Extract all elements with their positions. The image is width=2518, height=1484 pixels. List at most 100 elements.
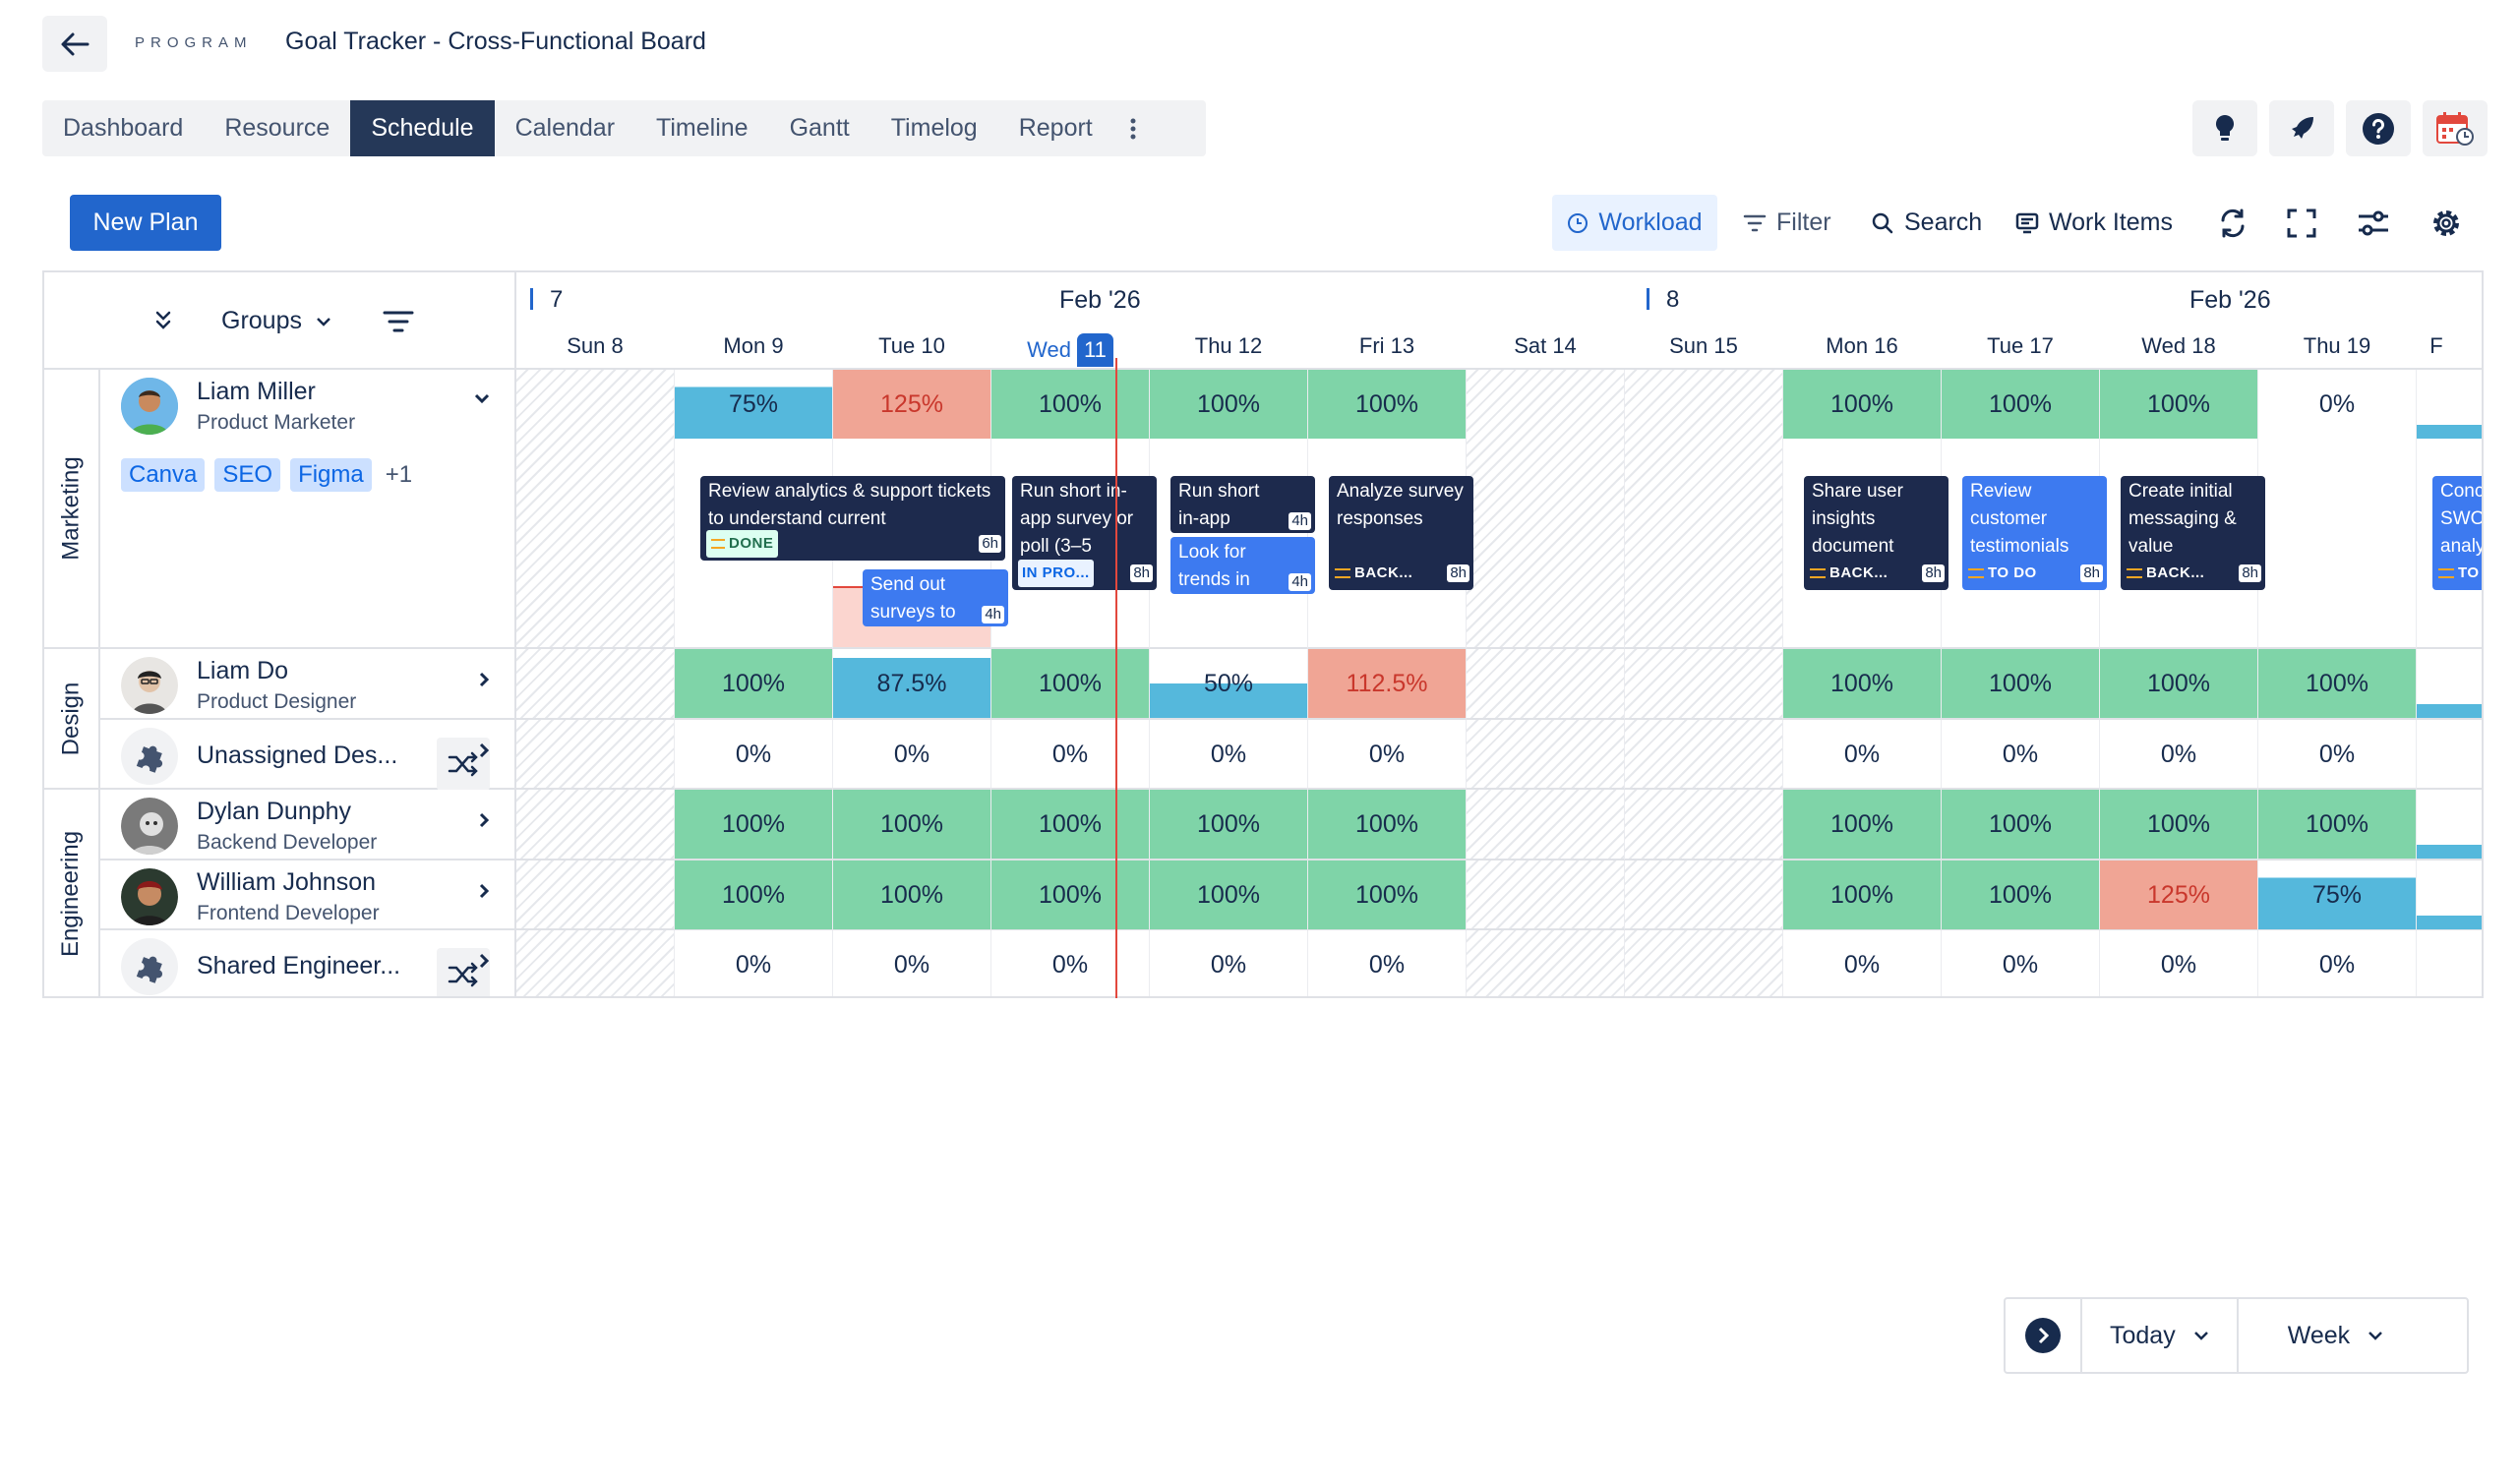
day-cell[interactable]: 100%: [1783, 370, 1942, 649]
chevron-right-icon[interactable]: [477, 742, 491, 759]
day-cell[interactable]: [1467, 370, 1625, 649]
nav-more-button[interactable]: [1113, 100, 1153, 156]
day-cell[interactable]: 100%: [991, 790, 1150, 861]
day-cell[interactable]: [1625, 861, 1783, 930]
day-cell[interactable]: [2417, 930, 2482, 996]
day-cell[interactable]: 100%: [1783, 861, 1942, 930]
tab-timelog[interactable]: Timelog: [890, 114, 978, 142]
task-card[interactable]: Send out surveys to 4h: [863, 569, 1008, 626]
day-cell[interactable]: 100%: [991, 370, 1150, 649]
fullscreen-button[interactable]: [2287, 195, 2316, 251]
work-items-button[interactable]: Work Items: [2015, 195, 2173, 251]
day-cell[interactable]: [516, 720, 675, 790]
group-design[interactable]: Design: [44, 649, 100, 790]
skills-more[interactable]: +1: [385, 461, 413, 488]
day-cell[interactable]: 0%: [2258, 720, 2417, 790]
tab-report[interactable]: Report: [1018, 114, 1093, 142]
day-cell[interactable]: 100%: [1783, 790, 1942, 861]
new-plan-button[interactable]: New Plan: [70, 195, 221, 251]
day-cell[interactable]: 1(: [2417, 861, 2482, 930]
group-engineering[interactable]: Engineering: [44, 790, 100, 996]
day-cell[interactable]: 100%: [1150, 861, 1308, 930]
person-row-unassigned-design[interactable]: Unassigned Des...: [100, 720, 516, 791]
day-cell[interactable]: 0%: [1308, 720, 1467, 790]
day-cell[interactable]: 100%: [833, 790, 991, 861]
day-cell[interactable]: 0%: [1942, 720, 2100, 790]
task-card[interactable]: Run short in-app survey 4h: [1170, 476, 1315, 533]
day-cell[interactable]: 0%: [675, 930, 833, 996]
day-cell[interactable]: 112.5%: [1308, 649, 1467, 720]
chevron-down-icon[interactable]: [473, 391, 491, 405]
day-cell[interactable]: 125%: [833, 370, 991, 649]
day-cell[interactable]: [516, 370, 675, 649]
day-cell[interactable]: [516, 930, 675, 996]
chevron-right-icon[interactable]: [477, 671, 491, 688]
tab-gantt[interactable]: Gantt: [789, 114, 850, 142]
day-cell[interactable]: [516, 649, 675, 720]
day-cell[interactable]: 100%: [1942, 790, 2100, 861]
day-cell[interactable]: [516, 861, 675, 930]
chevron-right-icon[interactable]: [477, 811, 491, 829]
task-card[interactable]: Conc SWO analy TO: [2432, 476, 2482, 590]
person-row-shared-engineering[interactable]: Shared Engineer...: [100, 930, 516, 996]
tab-calendar[interactable]: Calendar: [514, 114, 616, 142]
group-marketing[interactable]: Marketing: [44, 370, 100, 649]
day-cell[interactable]: [1467, 649, 1625, 720]
groups-dropdown[interactable]: Groups: [221, 307, 331, 335]
tab-schedule[interactable]: Schedule: [350, 100, 495, 156]
day-cell[interactable]: 1(: [2417, 370, 2482, 649]
day-cell[interactable]: 0%: [2100, 720, 2258, 790]
day-cell[interactable]: 100%: [1308, 370, 1467, 649]
person-row-william-johnson[interactable]: William Johnson Frontend Developer: [100, 861, 516, 930]
sort-icon[interactable]: [383, 310, 414, 333]
calendar-settings-button[interactable]: [2423, 100, 2488, 156]
day-cell[interactable]: 100%: [2100, 370, 2258, 649]
day-cell[interactable]: 100%: [991, 649, 1150, 720]
help-button[interactable]: [2346, 100, 2411, 156]
view-dropdown[interactable]: Week: [2239, 1322, 2411, 1350]
task-card[interactable]: Review customer testimonials TO DO 8h: [1962, 476, 2107, 590]
day-cell[interactable]: [2417, 720, 2482, 790]
chevron-right-icon[interactable]: [477, 882, 491, 900]
day-cell[interactable]: 50%: [1150, 649, 1308, 720]
today-dropdown[interactable]: Today: [2082, 1322, 2237, 1350]
skill-tag[interactable]: Canva: [121, 458, 206, 492]
adjust-button[interactable]: [2357, 195, 2390, 251]
filter-button[interactable]: Filter: [1743, 195, 1831, 251]
person-row-dylan-dunphy[interactable]: Dylan Dunphy Backend Developer: [100, 790, 516, 861]
task-card[interactable]: Look for trends in 4h: [1170, 537, 1315, 594]
day-cell[interactable]: 0%: [1150, 930, 1308, 996]
day-cell[interactable]: [1625, 930, 1783, 996]
task-card[interactable]: Create initial messaging & value BACK...…: [2121, 476, 2265, 590]
day-cell[interactable]: 75%: [675, 370, 833, 649]
task-card[interactable]: Review analytics & support tickets to un…: [700, 476, 1005, 561]
person-row-liam-miller[interactable]: Liam Miller Product Marketer Canva SEO F…: [100, 370, 516, 649]
day-cell[interactable]: [1625, 790, 1783, 861]
day-cell[interactable]: [1467, 930, 1625, 996]
workload-button[interactable]: Workload: [1552, 195, 1717, 251]
day-cell[interactable]: 100%: [833, 861, 991, 930]
day-cell[interactable]: 0%: [2258, 370, 2417, 649]
next-button[interactable]: [2017, 1317, 2068, 1354]
day-cell[interactable]: [516, 790, 675, 861]
sync-button[interactable]: [2217, 195, 2248, 251]
day-cell[interactable]: 100%: [1783, 649, 1942, 720]
person-row-liam-do[interactable]: Liam Do Product Designer: [100, 649, 516, 720]
day-cell[interactable]: 100%: [675, 861, 833, 930]
day-cell[interactable]: 0%: [2100, 930, 2258, 996]
day-cell[interactable]: 100%: [1308, 790, 1467, 861]
day-cell[interactable]: [1625, 370, 1783, 649]
day-cell[interactable]: 100%: [1942, 649, 2100, 720]
tab-resource[interactable]: Resource: [224, 114, 330, 142]
day-cell[interactable]: 0%: [1783, 930, 1942, 996]
day-cell[interactable]: 0%: [675, 720, 833, 790]
day-cell[interactable]: 100%: [1942, 861, 2100, 930]
day-cell[interactable]: 0%: [1942, 930, 2100, 996]
tab-timeline[interactable]: Timeline: [656, 114, 749, 142]
day-cell[interactable]: 87.5%: [833, 649, 991, 720]
day-cell[interactable]: 100%: [2258, 649, 2417, 720]
day-cell[interactable]: 11: [2417, 649, 2482, 720]
day-cell[interactable]: 100%: [1150, 790, 1308, 861]
day-cell[interactable]: 0%: [991, 720, 1150, 790]
day-cell[interactable]: [1625, 720, 1783, 790]
